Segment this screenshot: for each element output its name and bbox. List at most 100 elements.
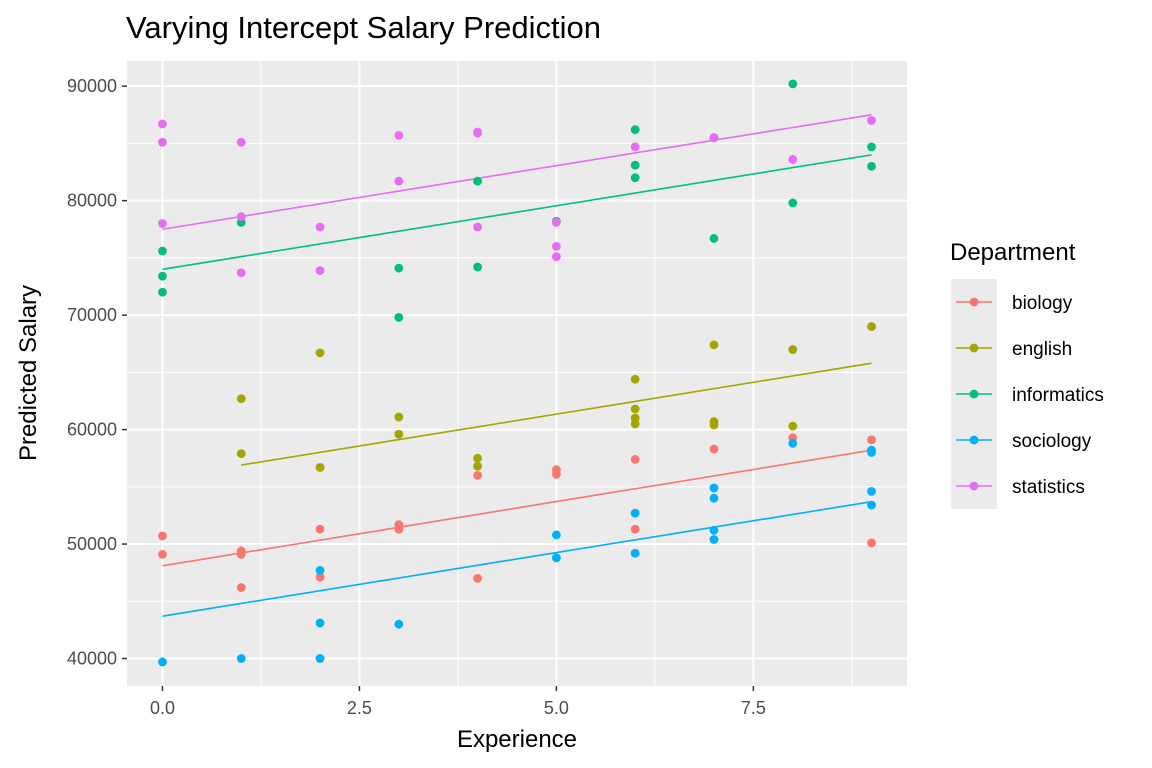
point-english bbox=[473, 453, 483, 463]
legend-item-sociology: sociology bbox=[951, 417, 1092, 463]
fit-line-statistics bbox=[162, 114, 872, 231]
y-tick-label: 90000 bbox=[67, 76, 117, 96]
x-axis-title: Experience bbox=[457, 726, 577, 753]
point-biology bbox=[551, 469, 561, 479]
point-statistics bbox=[788, 155, 798, 164]
point-informatics bbox=[158, 287, 167, 297]
point-statistics bbox=[551, 242, 561, 251]
legend-label: sociology bbox=[1012, 431, 1092, 452]
y-tick-label: 80000 bbox=[67, 191, 117, 211]
point-sociology bbox=[394, 619, 404, 629]
point-english bbox=[315, 348, 325, 358]
point-biology bbox=[158, 531, 167, 541]
fit-line-english bbox=[241, 362, 872, 466]
point-statistics bbox=[551, 252, 561, 262]
point-sociology bbox=[315, 618, 325, 628]
points-layer bbox=[158, 79, 876, 667]
point-biology bbox=[394, 524, 404, 534]
point-statistics bbox=[394, 131, 404, 140]
legend-items: biology english informatics sociology statis… bbox=[951, 279, 1104, 509]
point-english bbox=[630, 374, 640, 384]
legend-key-point bbox=[969, 343, 979, 353]
point-statistics bbox=[473, 128, 483, 138]
point-statistics bbox=[315, 222, 325, 232]
point-statistics bbox=[158, 137, 167, 147]
plot-panel bbox=[127, 61, 907, 686]
point-biology bbox=[473, 573, 483, 583]
legend-item-informatics: informatics bbox=[951, 371, 1104, 417]
point-sociology bbox=[551, 553, 561, 563]
y-tick-label: 70000 bbox=[67, 305, 117, 325]
y-axis-title: Predicted Salary bbox=[15, 285, 42, 461]
point-biology bbox=[867, 435, 876, 445]
point-statistics bbox=[867, 116, 876, 125]
y-tick-label: 40000 bbox=[67, 649, 117, 669]
point-statistics bbox=[630, 142, 640, 152]
point-biology bbox=[236, 549, 246, 559]
chart-title: Varying Intercept Salary Prediction bbox=[126, 10, 601, 45]
legend-item-english: english bbox=[951, 325, 1072, 371]
y-tick-label: 50000 bbox=[67, 534, 117, 554]
point-english bbox=[315, 462, 325, 472]
point-sociology bbox=[315, 565, 325, 575]
point-sociology bbox=[158, 657, 167, 667]
point-english bbox=[236, 394, 246, 404]
point-english bbox=[236, 449, 246, 459]
x-tick-label: 0.0 bbox=[150, 698, 175, 718]
point-sociology bbox=[867, 487, 876, 496]
point-informatics bbox=[788, 198, 798, 208]
legend-label: english bbox=[1012, 339, 1072, 360]
legend-item-statistics: statistics bbox=[951, 463, 1085, 509]
point-sociology bbox=[709, 525, 719, 535]
legend: Department biology english informatics soci… bbox=[950, 239, 1104, 509]
legend-key-point bbox=[969, 481, 979, 491]
legend-key-point bbox=[969, 435, 979, 445]
legend-label: statistics bbox=[1012, 477, 1085, 498]
point-informatics bbox=[867, 161, 876, 171]
point-informatics bbox=[473, 176, 483, 186]
point-informatics bbox=[630, 125, 640, 135]
point-sociology bbox=[867, 448, 876, 457]
point-biology bbox=[236, 583, 246, 592]
point-informatics bbox=[709, 234, 719, 243]
fit-line-biology bbox=[162, 449, 872, 567]
point-statistics bbox=[473, 222, 483, 232]
point-informatics bbox=[158, 271, 167, 281]
point-informatics bbox=[630, 160, 640, 170]
point-biology bbox=[473, 470, 483, 480]
point-sociology bbox=[630, 548, 640, 558]
point-english bbox=[394, 429, 404, 439]
point-informatics bbox=[394, 263, 404, 273]
point-statistics bbox=[394, 176, 404, 186]
point-biology bbox=[867, 538, 876, 548]
point-sociology bbox=[236, 654, 246, 663]
point-informatics bbox=[867, 142, 876, 152]
x-tick-label: 2.5 bbox=[347, 698, 372, 718]
point-biology bbox=[630, 524, 640, 534]
point-informatics bbox=[473, 262, 483, 272]
point-statistics bbox=[551, 218, 561, 227]
point-sociology bbox=[709, 483, 719, 493]
point-english bbox=[473, 461, 483, 471]
fit-lines bbox=[162, 114, 872, 617]
point-english bbox=[788, 421, 798, 431]
legend-key-point bbox=[969, 297, 979, 307]
point-statistics bbox=[315, 266, 325, 275]
point-biology bbox=[315, 524, 325, 534]
legend-title: Department bbox=[950, 239, 1076, 266]
point-informatics bbox=[788, 79, 798, 89]
point-biology bbox=[630, 454, 640, 464]
legend-label: biology bbox=[1012, 293, 1073, 314]
point-informatics bbox=[394, 313, 404, 322]
point-statistics bbox=[236, 137, 246, 147]
legend-label: informatics bbox=[1012, 385, 1104, 406]
point-english bbox=[867, 322, 876, 331]
point-english bbox=[630, 419, 640, 429]
point-english bbox=[630, 404, 640, 414]
point-biology bbox=[709, 444, 719, 454]
point-statistics bbox=[236, 268, 246, 278]
point-english bbox=[709, 340, 719, 350]
point-statistics bbox=[709, 133, 719, 143]
